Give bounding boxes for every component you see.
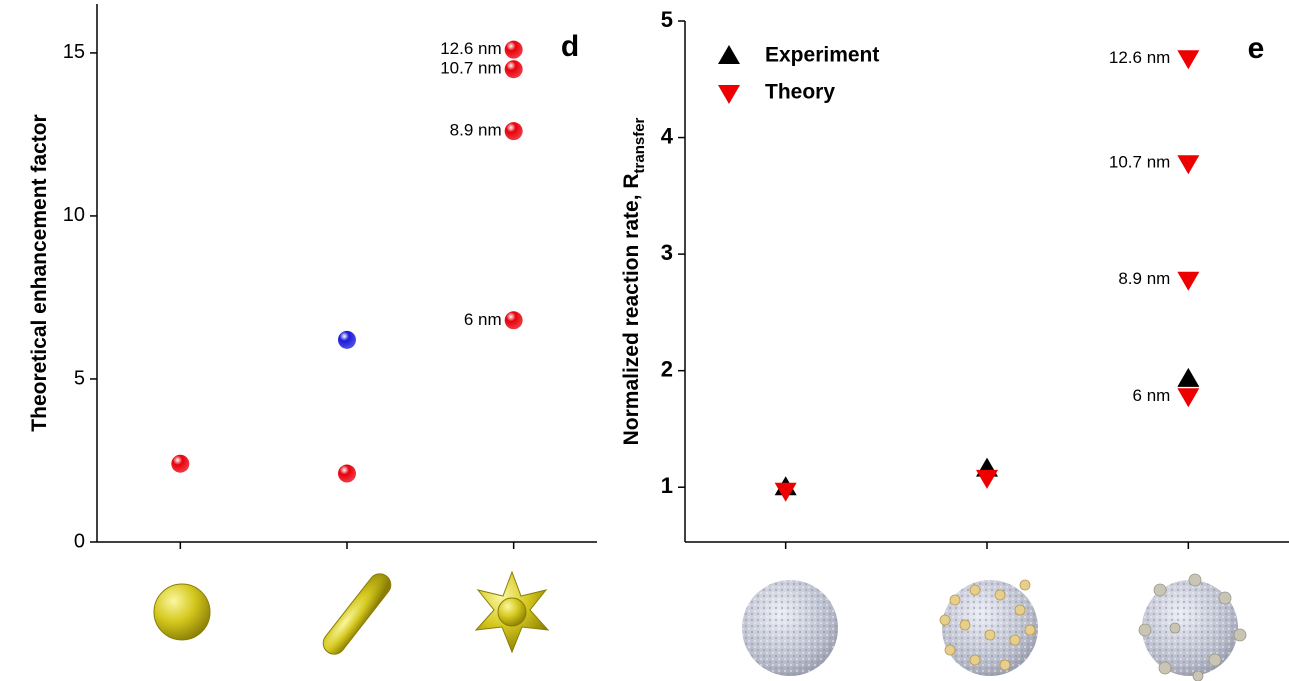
legend-marker: [718, 85, 740, 104]
point: [505, 41, 523, 59]
y-tick-label: 5: [74, 367, 85, 389]
y-axis-title-sub: transfer: [631, 117, 648, 173]
point-label: 10.7 nm: [1109, 153, 1170, 172]
point-label: 6 nm: [1133, 386, 1171, 405]
figure: 051015Theoretical enhancement factord6 n…: [0, 0, 1289, 681]
point-label: 6 nm: [464, 310, 502, 329]
point: [1177, 50, 1199, 69]
panel: 0 5 10 15 Theoretical enhancement factor d 6 n…: [28, 4, 597, 552]
y-tick-label: 5: [661, 7, 673, 32]
point: [338, 465, 356, 483]
point-label: 8.9 nm: [450, 121, 502, 140]
point: [1177, 272, 1199, 291]
point: [1177, 155, 1199, 174]
point-label: 12.6 nm: [1109, 48, 1170, 67]
y-axis-title: Normalized reaction rate, Rtransfer: [620, 117, 649, 445]
y-tick-label: 3: [661, 240, 673, 265]
y-tick-label: 1: [661, 473, 673, 498]
y-tick-label: 2: [661, 356, 673, 381]
y-tick-label: 4: [661, 123, 674, 148]
y-tick-label: 10: [63, 204, 85, 226]
point-label: 8.9 nm: [1118, 269, 1170, 288]
point-label: 10.7 nm: [440, 59, 501, 78]
legend-label: Experiment: [765, 44, 879, 67]
point: [505, 60, 523, 78]
illustrations: [154, 569, 1246, 681]
point: [171, 455, 189, 473]
point: [1177, 388, 1199, 407]
point: [505, 311, 523, 329]
panel-label: d: [561, 30, 579, 63]
point: [1177, 368, 1199, 387]
panel-label: e: [1248, 32, 1265, 65]
legend-marker: [718, 45, 740, 64]
y-axis-title-text: Normalized reaction rate, R: [620, 173, 643, 445]
y-tick-label: 0: [74, 530, 85, 552]
y-axis-title: Theoretical enhancement factor: [28, 114, 51, 431]
point: [505, 122, 523, 140]
y-axis-title-text: Theoretical enhancement factor: [28, 114, 51, 431]
point: [976, 470, 998, 489]
point: [338, 331, 356, 349]
legend-label: Theory: [765, 81, 835, 104]
point-label: 12.6 nm: [440, 39, 501, 58]
panel: 1 2 3 4 5 Normalized reaction rate, Rtransfer…: [620, 7, 1289, 549]
y-tick-label: 15: [63, 41, 85, 63]
